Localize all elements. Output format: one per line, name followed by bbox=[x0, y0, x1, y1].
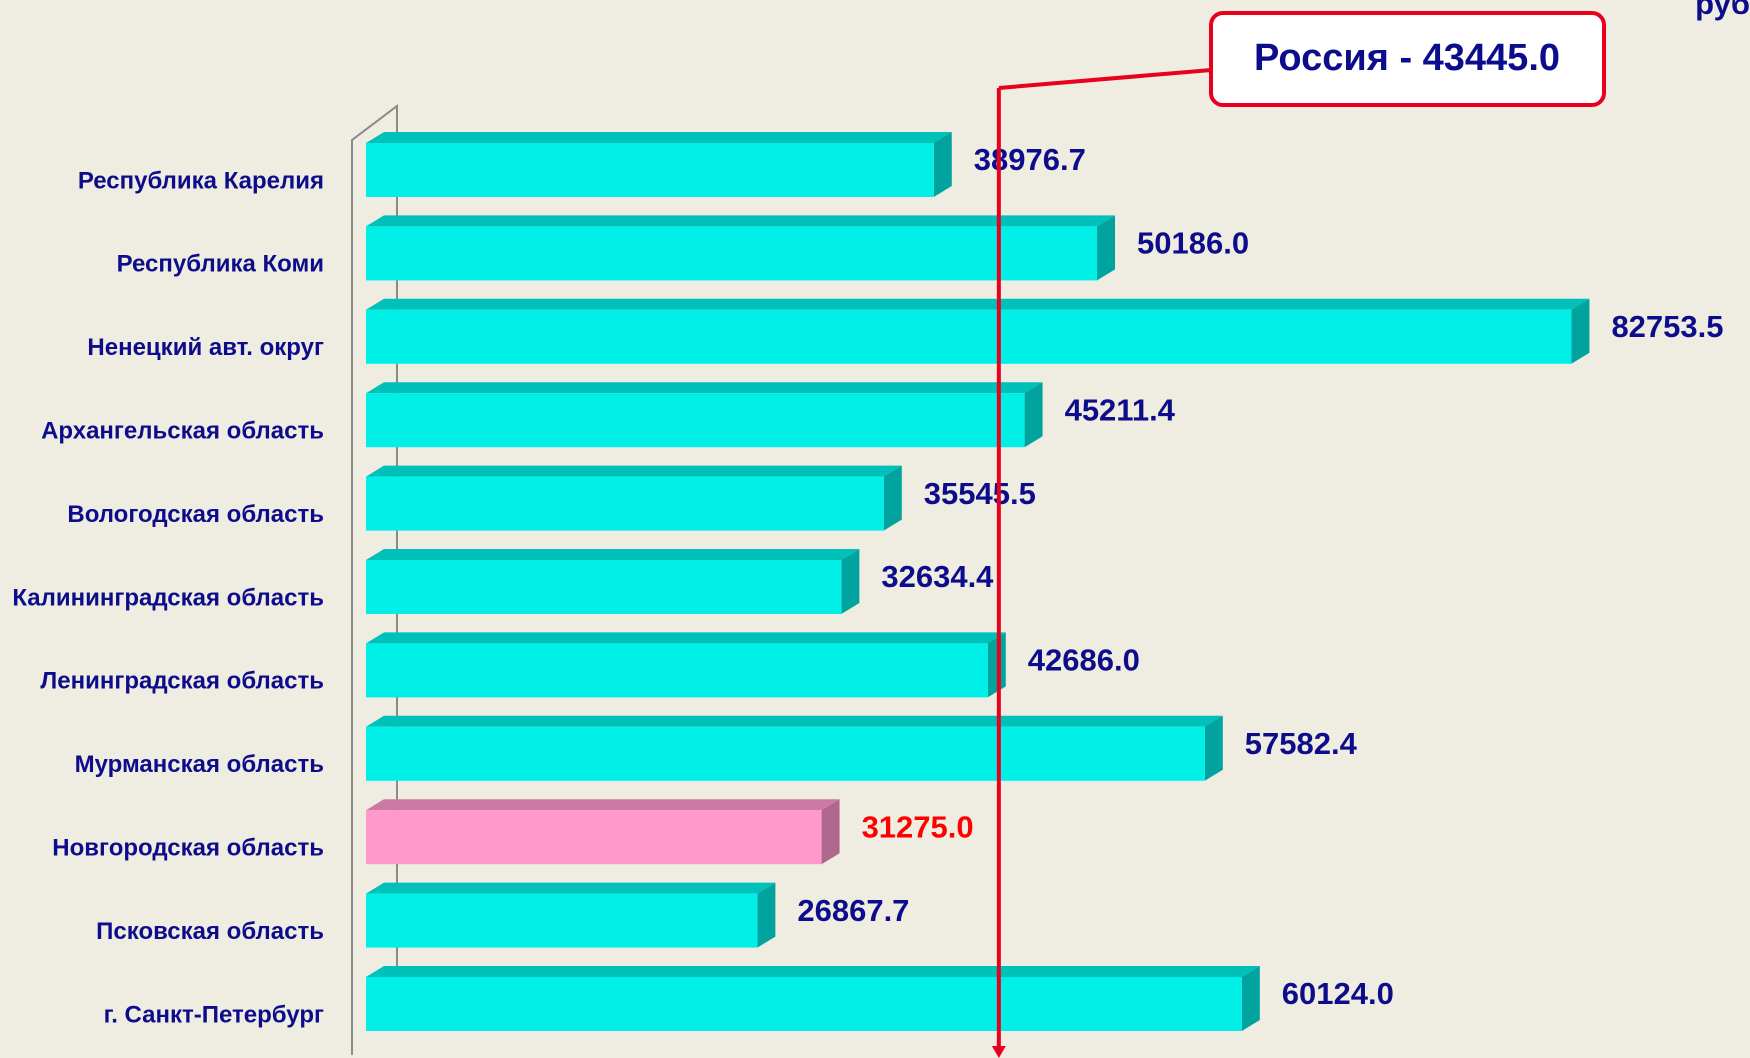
category-label: Архангельская область bbox=[41, 418, 324, 445]
value-label: 50186.0 bbox=[1137, 226, 1249, 261]
bar-side bbox=[757, 882, 776, 948]
bar-side bbox=[1097, 215, 1116, 281]
value-label: 38976.7 bbox=[974, 142, 1086, 177]
category-label: Калининградская область bbox=[12, 584, 324, 611]
bar-side bbox=[1024, 382, 1043, 448]
value-label: 31275.0 bbox=[862, 809, 974, 844]
value-label: 60124.0 bbox=[1282, 976, 1394, 1011]
bar bbox=[366, 393, 1025, 448]
category-label: Новгородская область bbox=[52, 835, 324, 862]
bar-side bbox=[841, 549, 860, 614]
bar-top bbox=[366, 966, 1260, 977]
bar bbox=[366, 143, 934, 197]
value-label: 26867.7 bbox=[797, 893, 909, 928]
bar-side bbox=[821, 799, 840, 865]
bar-top bbox=[366, 715, 1223, 727]
category-label: г. Санкт-Петербург bbox=[104, 1001, 324, 1028]
callout-label: Россия - 43445.0 bbox=[1254, 37, 1560, 79]
value-label: 45211.4 bbox=[1065, 392, 1176, 427]
bar-top bbox=[366, 382, 1043, 394]
bar bbox=[366, 476, 884, 531]
bar-side bbox=[1241, 966, 1260, 1031]
bar bbox=[366, 893, 758, 948]
bar-side bbox=[883, 465, 902, 531]
value-label: 42686.0 bbox=[1028, 643, 1140, 678]
category-label: Республика Коми bbox=[117, 251, 324, 278]
bar-top bbox=[366, 549, 860, 560]
bar bbox=[366, 810, 822, 865]
bar-top bbox=[366, 882, 776, 894]
bar-side bbox=[1571, 298, 1590, 364]
bar-side bbox=[987, 632, 1006, 698]
value-label: 82753.5 bbox=[1611, 309, 1723, 344]
bar bbox=[366, 309, 1572, 364]
category-label: Мурманская область bbox=[75, 751, 324, 778]
bar-top bbox=[366, 215, 1116, 227]
category-label: Псковская область bbox=[96, 918, 324, 945]
bar bbox=[366, 226, 1098, 281]
value-label: 57582.4 bbox=[1245, 726, 1358, 761]
bar-top bbox=[366, 298, 1590, 310]
unit-label: руб bbox=[1695, 0, 1750, 21]
bar-top bbox=[366, 465, 902, 477]
bar bbox=[366, 726, 1205, 781]
bar-top bbox=[366, 799, 840, 811]
callout-box bbox=[1209, 11, 1606, 107]
category-label: Вологодская область bbox=[67, 501, 324, 528]
bar bbox=[366, 977, 1242, 1031]
bar-top bbox=[366, 632, 1006, 644]
bar bbox=[366, 560, 842, 614]
bar-side bbox=[933, 132, 952, 197]
category-label: Ленинградская область bbox=[40, 668, 324, 695]
bar-top bbox=[366, 132, 952, 143]
value-label: 35545.5 bbox=[924, 476, 1036, 511]
value-label: 32634.4 bbox=[881, 559, 994, 594]
bar bbox=[366, 643, 988, 698]
reference-arrow bbox=[991, 1046, 1006, 1058]
category-label: Ненецкий авт. округ bbox=[87, 334, 324, 361]
category-label: Республика Карелия bbox=[78, 167, 324, 194]
bar-side bbox=[1204, 715, 1223, 781]
